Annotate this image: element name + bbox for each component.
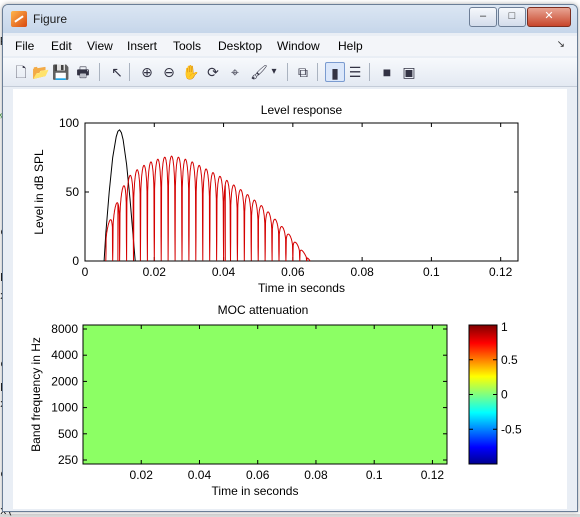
moc-x-tick-label: 0.06 — [246, 468, 270, 482]
print-icon[interactable]: 🖶 — [76, 64, 90, 80]
menu-file[interactable]: File — [15, 39, 35, 53]
toolbar-separator — [287, 63, 288, 81]
moc-x-tick-label: 0.1 — [366, 468, 383, 482]
moc-x-axis-label: Time in seconds — [212, 484, 299, 498]
moc-y-tick-label: 1000 — [51, 401, 78, 415]
level-x-tick-label: 0.04 — [212, 265, 236, 279]
close-button[interactable]: ✕ — [527, 7, 571, 27]
level-x-tick-label: 0.02 — [143, 265, 167, 279]
window-title: Figure — [33, 12, 68, 26]
menu-bar: File Edit View Insert Tools Desktop Wind… — [3, 36, 577, 56]
colorbar-tick-label: -0.5 — [501, 422, 522, 436]
moc-x-tick-label: 0.02 — [130, 468, 154, 482]
level-series-red — [105, 155, 311, 262]
moc-x-tick-label: 0.04 — [188, 468, 212, 482]
figure-toolbar: 🗋 📂 💾 🖶 ↖ ⊕ ⊖ ✋ ⟳ ⌖ 🖌 ▾ ⧉ ▮ ☰ ■ ▣ — [3, 58, 577, 87]
level-x-tick-label: 0.06 — [281, 265, 305, 279]
moc-chart-title: MOC attenuation — [218, 303, 309, 317]
level-chart-title: Level response — [261, 103, 343, 117]
zoom-out-icon[interactable]: ⊖ — [163, 64, 175, 80]
colorbar-tick-label: 0 — [501, 388, 508, 402]
save-icon[interactable]: 💾 — [52, 64, 70, 80]
hide-plot-tools-icon[interactable]: ■ — [382, 64, 392, 80]
level-x-tick-label: 0.1 — [423, 265, 440, 279]
legend-icon[interactable]: ☰ — [348, 64, 362, 80]
colorbar-tick-label: 1 — [501, 320, 508, 334]
figure-canvas: Level response 0 0.02 0.04 0.06 0.08 0.1 0.12 0 5… — [13, 89, 567, 509]
rotate-3d-icon[interactable]: ⟳ — [207, 64, 219, 80]
menu-window[interactable]: Window — [277, 39, 320, 53]
colorbar-tick-label: 0.5 — [501, 353, 518, 367]
moc-y-tick-label: 500 — [58, 427, 78, 441]
toolbar-separator — [129, 63, 130, 81]
moc-heatmap — [82, 324, 448, 465]
level-x-tick-label: 0.12 — [489, 265, 513, 279]
moc-y-tick-label: 250 — [58, 453, 78, 467]
brush-icon[interactable]: 🖌 — [250, 64, 268, 80]
title-bar[interactable]: Figure – □ ✕ — [3, 5, 577, 33]
pan-hand-icon[interactable]: ✋ — [182, 64, 200, 80]
matlab-icon — [11, 11, 27, 27]
moc-y-tick-label: 8000 — [51, 322, 78, 336]
open-file-icon[interactable]: 📂 — [32, 64, 50, 80]
level-x-axis-label: Time in seconds — [258, 281, 345, 295]
menu-insert[interactable]: Insert — [127, 39, 158, 53]
menu-desktop[interactable]: Desktop — [218, 39, 263, 53]
toolbar-separator — [317, 63, 318, 81]
colorbar — [468, 324, 498, 465]
level-y-tick-label: 0 — [72, 254, 79, 268]
figure-window: Figure – □ ✕ File Edit View Insert Tools… — [2, 4, 578, 512]
toolbar-separator — [99, 63, 100, 81]
moc-y-tick-label: 2000 — [51, 374, 78, 388]
minimize-button[interactable]: – — [469, 7, 497, 27]
toolbar-separator — [369, 63, 370, 81]
brush-dropdown-icon[interactable]: ▾ — [271, 66, 277, 77]
level-y-tick-label: 50 — [66, 185, 80, 199]
edit-plot-arrow-icon[interactable]: ↖ — [111, 64, 123, 80]
moc-x-tick-label: 0.08 — [304, 468, 328, 482]
menu-view[interactable]: View — [87, 39, 113, 53]
level-y-axis-label: Level in dB SPL — [32, 149, 46, 235]
colorbar-icon[interactable]: ▮ — [325, 62, 345, 82]
new-figure-icon[interactable]: 🗋 — [15, 64, 27, 80]
figure-plots: Level response 0 0.02 0.04 0.06 0.08 0.1 0.12 0 5… — [29, 103, 522, 498]
menu-help[interactable]: Help — [338, 39, 363, 53]
menu-edit[interactable]: Edit — [51, 39, 72, 53]
level-axes-box — [84, 122, 519, 262]
level-series-black — [103, 129, 136, 262]
show-plot-tools-icon[interactable]: ▣ — [402, 64, 416, 80]
menu-tools[interactable]: Tools — [173, 39, 202, 53]
zoom-in-icon[interactable]: ⊕ — [141, 64, 153, 80]
level-y-tick-label: 100 — [59, 116, 79, 130]
link-plot-icon[interactable]: ⧉ — [298, 64, 308, 80]
window-controls: – □ ✕ — [468, 7, 571, 27]
data-cursor-icon[interactable]: ⌖ — [231, 64, 239, 80]
dock-arrow-icon[interactable]: ↘ — [556, 39, 565, 50]
maximize-button[interactable]: □ — [498, 7, 526, 27]
moc-y-tick-label: 4000 — [51, 348, 78, 362]
level-x-tick-label: 0 — [82, 265, 89, 279]
level-x-tick-label: 0.08 — [350, 265, 374, 279]
moc-x-tick-label: 0.12 — [421, 468, 445, 482]
moc-y-axis-label: Band frequency in Hz — [29, 337, 43, 452]
